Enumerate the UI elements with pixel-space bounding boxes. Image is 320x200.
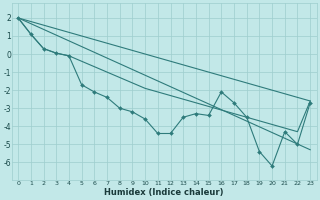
X-axis label: Humidex (Indice chaleur): Humidex (Indice chaleur): [104, 188, 224, 197]
